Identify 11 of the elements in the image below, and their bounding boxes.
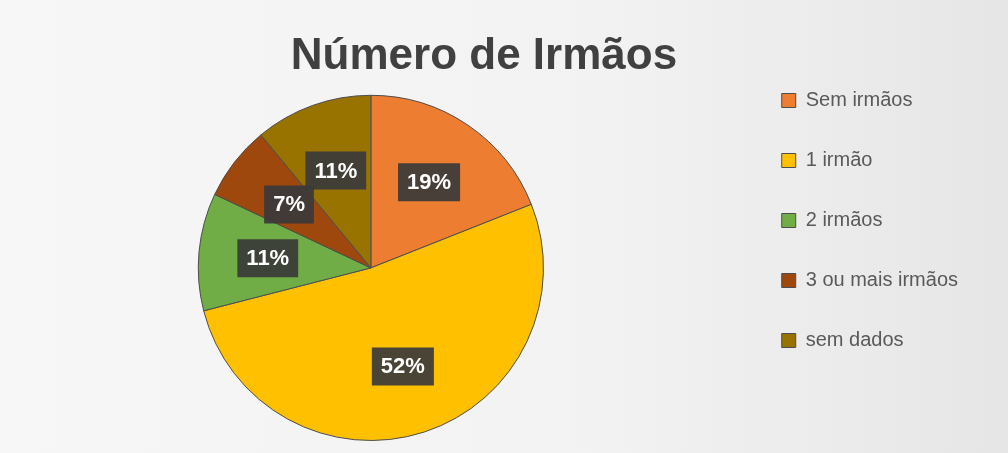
data-label: 52%	[380, 353, 425, 379]
data-label: 7%	[273, 191, 305, 217]
legend-label: Sem irmãos	[805, 88, 913, 111]
data-label: 11%	[246, 245, 290, 271]
data-label: 19%	[407, 169, 452, 195]
legend-label: 1 irmão	[805, 148, 873, 171]
legend-label: sem dados	[805, 328, 904, 351]
legend-label: 2 irmãos	[805, 208, 883, 231]
data-label: 11%	[314, 157, 358, 183]
chart-title: Número de Irmãos	[290, 28, 678, 78]
legend-label: 3 ou mais irmãos	[805, 268, 959, 291]
